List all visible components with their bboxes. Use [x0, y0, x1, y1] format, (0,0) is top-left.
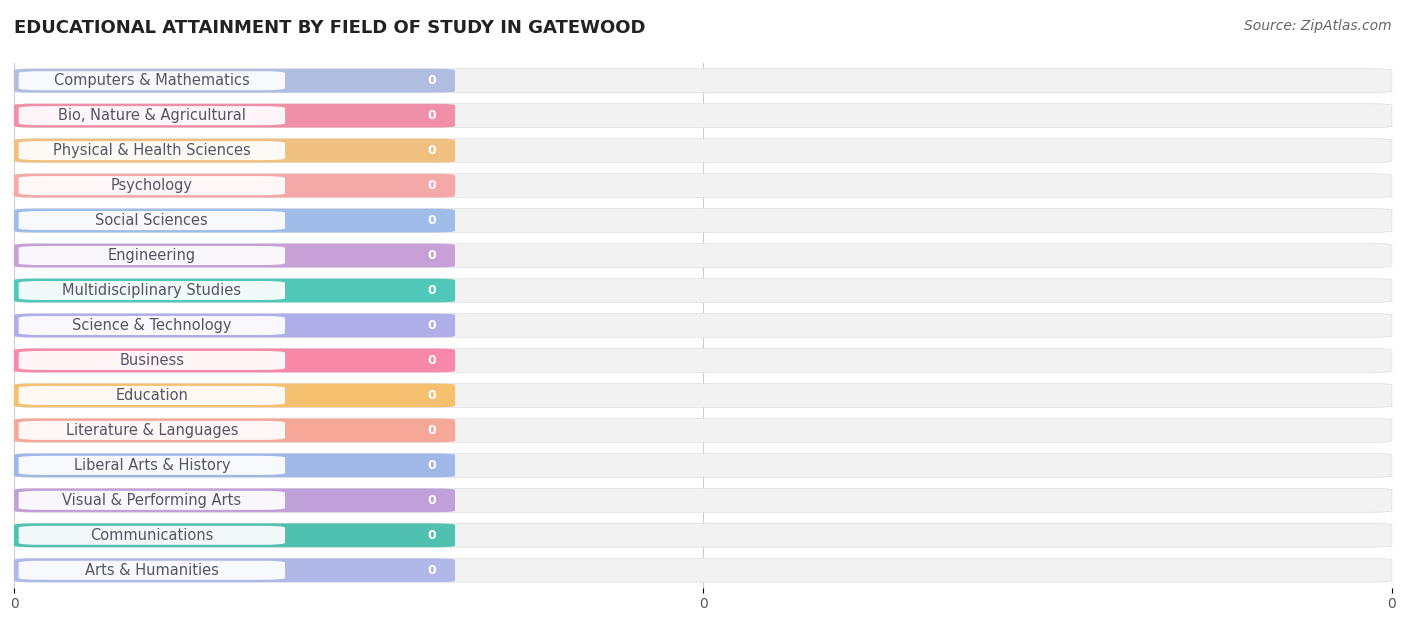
- Text: 0: 0: [427, 459, 436, 472]
- FancyBboxPatch shape: [18, 246, 285, 265]
- FancyBboxPatch shape: [14, 279, 1392, 302]
- FancyBboxPatch shape: [14, 139, 456, 162]
- FancyBboxPatch shape: [14, 559, 456, 582]
- Text: 0: 0: [427, 284, 436, 297]
- FancyBboxPatch shape: [14, 523, 1392, 547]
- FancyBboxPatch shape: [14, 244, 1392, 267]
- Text: 0: 0: [427, 354, 436, 367]
- FancyBboxPatch shape: [14, 349, 456, 372]
- FancyBboxPatch shape: [14, 489, 456, 512]
- Text: 0: 0: [427, 74, 436, 87]
- Text: 0: 0: [427, 249, 436, 262]
- FancyBboxPatch shape: [18, 491, 285, 510]
- FancyBboxPatch shape: [14, 454, 1392, 477]
- FancyBboxPatch shape: [18, 561, 285, 580]
- Text: 0: 0: [427, 529, 436, 542]
- Text: Social Sciences: Social Sciences: [96, 213, 208, 228]
- Text: 0: 0: [427, 179, 436, 192]
- FancyBboxPatch shape: [14, 384, 1392, 407]
- FancyBboxPatch shape: [14, 69, 456, 92]
- FancyBboxPatch shape: [18, 281, 285, 300]
- FancyBboxPatch shape: [14, 418, 1392, 442]
- Text: Engineering: Engineering: [108, 248, 195, 263]
- Text: 0: 0: [427, 144, 436, 157]
- FancyBboxPatch shape: [14, 209, 1392, 233]
- FancyBboxPatch shape: [18, 526, 285, 545]
- FancyBboxPatch shape: [14, 139, 1392, 162]
- Text: Liberal Arts & History: Liberal Arts & History: [73, 458, 231, 473]
- Text: Multidisciplinary Studies: Multidisciplinary Studies: [62, 283, 242, 298]
- Text: Psychology: Psychology: [111, 178, 193, 193]
- Text: Science & Technology: Science & Technology: [72, 318, 232, 333]
- Text: Source: ZipAtlas.com: Source: ZipAtlas.com: [1244, 19, 1392, 33]
- FancyBboxPatch shape: [14, 313, 456, 337]
- FancyBboxPatch shape: [18, 176, 285, 195]
- Text: 0: 0: [427, 564, 436, 577]
- Text: Arts & Humanities: Arts & Humanities: [84, 562, 219, 578]
- FancyBboxPatch shape: [14, 104, 456, 128]
- Text: Visual & Performing Arts: Visual & Performing Arts: [62, 493, 242, 508]
- Text: 0: 0: [427, 109, 436, 122]
- FancyBboxPatch shape: [14, 559, 1392, 582]
- FancyBboxPatch shape: [14, 384, 456, 407]
- FancyBboxPatch shape: [14, 523, 456, 547]
- FancyBboxPatch shape: [14, 174, 1392, 197]
- Text: Physical & Health Sciences: Physical & Health Sciences: [53, 143, 250, 158]
- Text: 0: 0: [427, 214, 436, 227]
- FancyBboxPatch shape: [14, 244, 456, 267]
- FancyBboxPatch shape: [14, 313, 1392, 337]
- Text: Literature & Languages: Literature & Languages: [66, 423, 238, 438]
- FancyBboxPatch shape: [18, 456, 285, 475]
- FancyBboxPatch shape: [14, 104, 1392, 128]
- FancyBboxPatch shape: [18, 71, 285, 90]
- Text: 0: 0: [427, 494, 436, 507]
- FancyBboxPatch shape: [18, 351, 285, 370]
- Text: 0: 0: [427, 424, 436, 437]
- Text: Bio, Nature & Agricultural: Bio, Nature & Agricultural: [58, 108, 246, 123]
- Text: EDUCATIONAL ATTAINMENT BY FIELD OF STUDY IN GATEWOOD: EDUCATIONAL ATTAINMENT BY FIELD OF STUDY…: [14, 19, 645, 37]
- FancyBboxPatch shape: [18, 211, 285, 230]
- FancyBboxPatch shape: [14, 69, 1392, 92]
- FancyBboxPatch shape: [14, 418, 456, 442]
- FancyBboxPatch shape: [18, 141, 285, 160]
- Text: 0: 0: [427, 389, 436, 402]
- Text: Communications: Communications: [90, 528, 214, 543]
- Text: Business: Business: [120, 353, 184, 368]
- FancyBboxPatch shape: [18, 421, 285, 440]
- FancyBboxPatch shape: [18, 316, 285, 335]
- FancyBboxPatch shape: [14, 454, 456, 477]
- Text: Computers & Mathematics: Computers & Mathematics: [53, 73, 250, 88]
- FancyBboxPatch shape: [18, 106, 285, 125]
- FancyBboxPatch shape: [14, 174, 456, 197]
- FancyBboxPatch shape: [18, 386, 285, 405]
- FancyBboxPatch shape: [14, 349, 1392, 372]
- Text: Education: Education: [115, 388, 188, 403]
- FancyBboxPatch shape: [14, 279, 456, 302]
- FancyBboxPatch shape: [14, 209, 456, 233]
- Text: 0: 0: [427, 319, 436, 332]
- FancyBboxPatch shape: [14, 489, 1392, 512]
